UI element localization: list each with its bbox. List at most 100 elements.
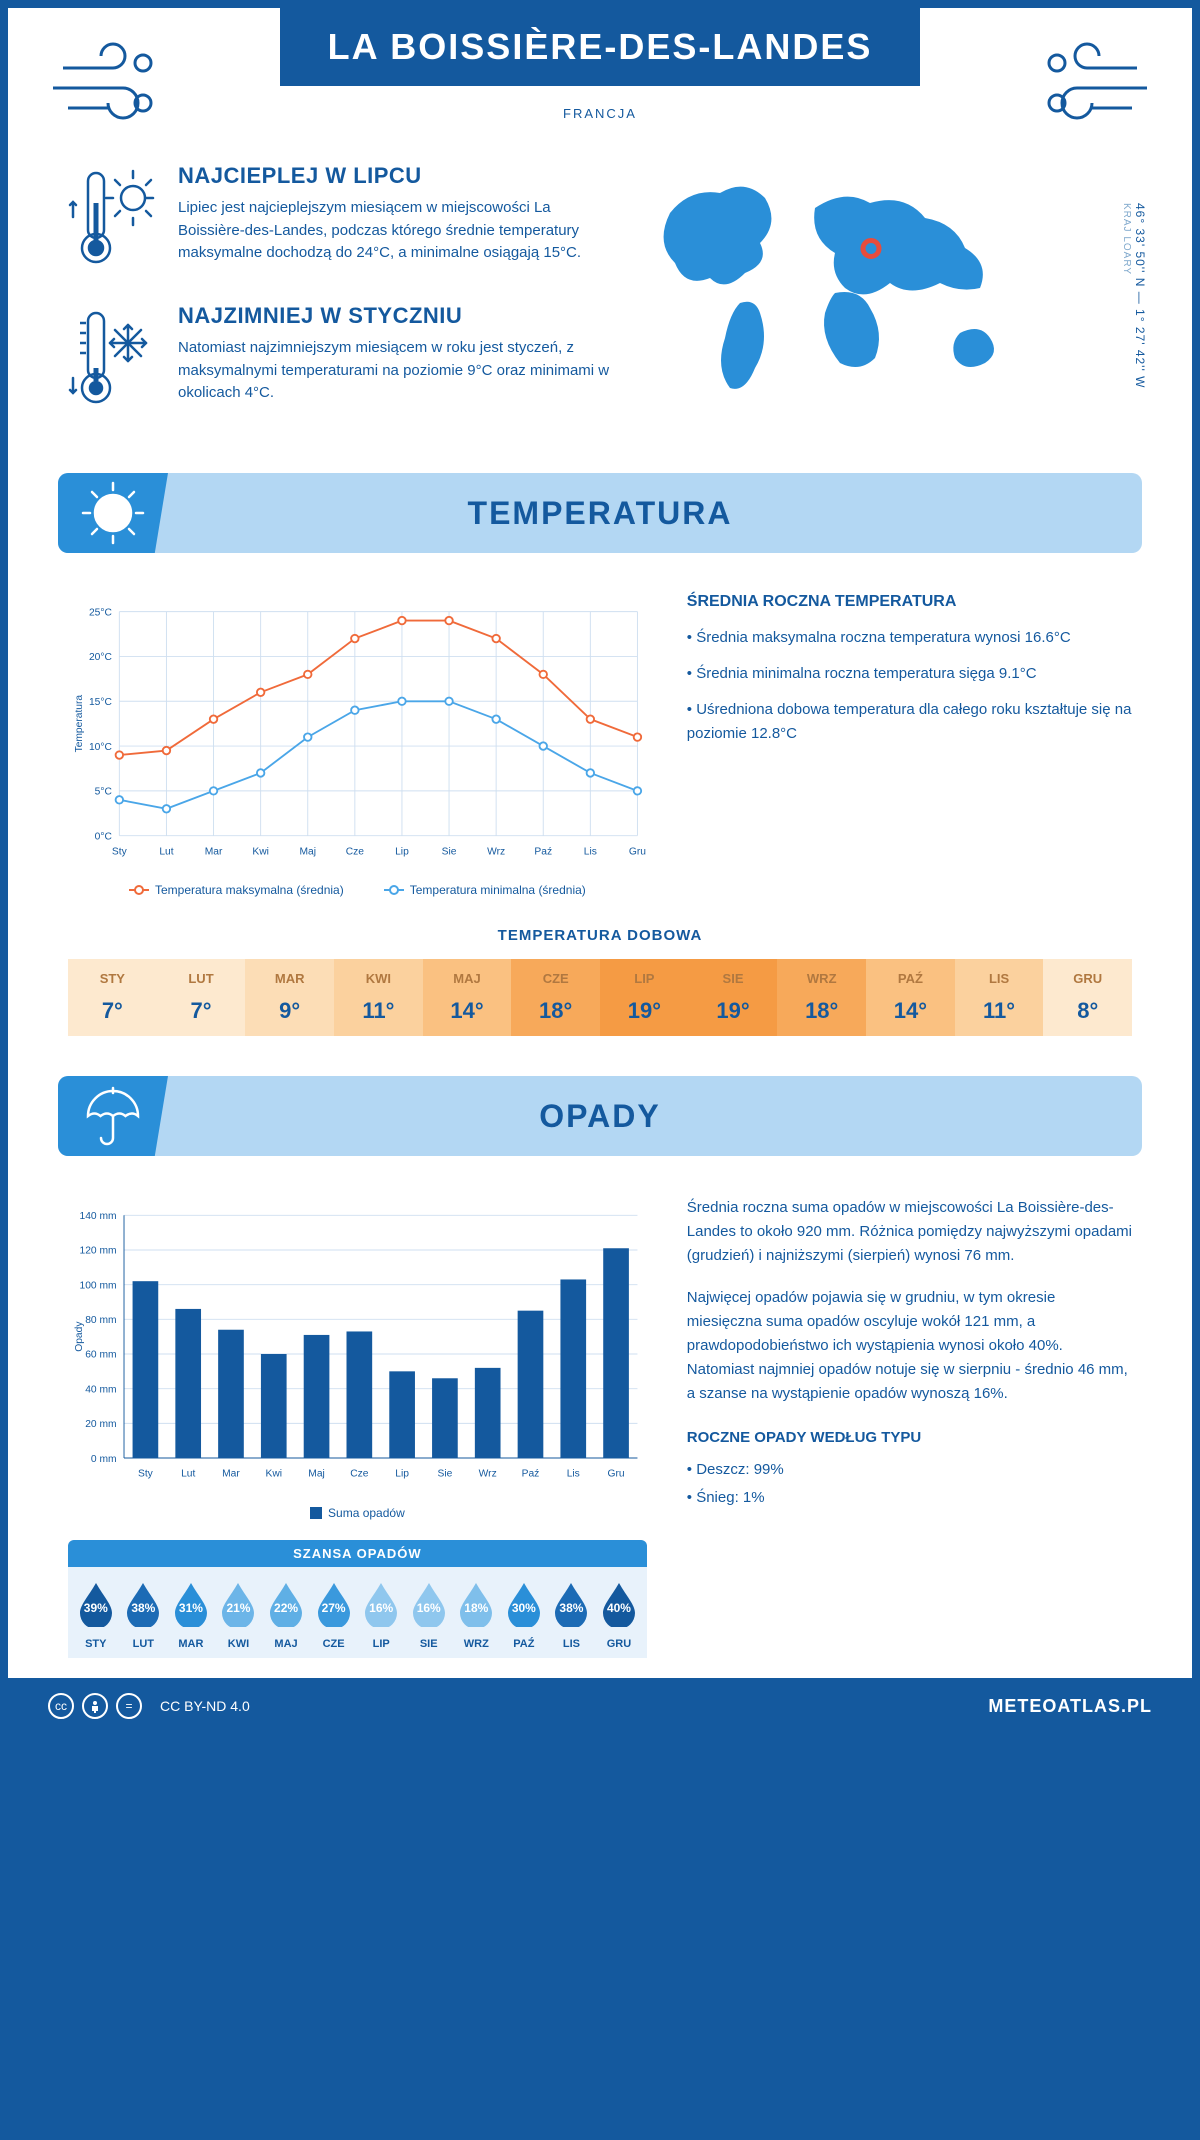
- fact-hottest-title: NAJCIEPLEJ W LIPCU: [178, 163, 610, 189]
- rain-chance-cell: 21% KWI: [215, 1579, 263, 1650]
- temp-value: 11°: [334, 998, 423, 1024]
- umbrella-icon: [58, 1076, 168, 1156]
- rain-chance-value: 18%: [464, 1601, 488, 1615]
- month-label: KWI: [215, 1638, 263, 1650]
- cc-icon: cc: [48, 1693, 74, 1719]
- temp-value: 7°: [68, 998, 157, 1024]
- month-label: SIE: [405, 1638, 453, 1650]
- rain-chance-value: 38%: [131, 1601, 155, 1615]
- world-map: [640, 163, 1132, 408]
- fact-coldest-title: NAJZIMNIEJ W STYCZNIU: [178, 303, 610, 329]
- svg-text:0°C: 0°C: [95, 831, 113, 842]
- daily-temp-cell: MAR9°: [245, 959, 334, 1036]
- fact-hottest: NAJCIEPLEJ W LIPCU Lipiec jest najcieple…: [68, 163, 610, 278]
- daily-temperature: TEMPERATURA DOBOWA STY7°LUT7°MAR9°KWI11°…: [8, 917, 1192, 1076]
- month-label: MAR: [167, 1638, 215, 1650]
- license-badges: cc = CC BY-ND 4.0: [48, 1693, 250, 1719]
- temp-bullet: • Średnia minimalna roczna temperatura s…: [687, 662, 1132, 686]
- rain-chance-value: 38%: [559, 1601, 583, 1615]
- fact-hottest-text: Lipiec jest najcieplejszym miesiącem w m…: [178, 197, 610, 265]
- rain-chance-value: 30%: [512, 1601, 536, 1615]
- precip-chart-section: 0 mm20 mm40 mm60 mm80 mm100 mm120 mm140 …: [8, 1156, 1192, 1678]
- rain-chance-value: 31%: [179, 1601, 203, 1615]
- rain-chance-cell: 39% STY: [72, 1579, 120, 1650]
- svg-text:Maj: Maj: [299, 846, 316, 857]
- fact-coldest: NAJZIMNIEJ W STYCZNIU Natomiast najzimni…: [68, 303, 610, 418]
- daily-temp-cell: KWI11°: [334, 959, 423, 1036]
- svg-text:Gru: Gru: [629, 846, 646, 857]
- month-label: STY: [68, 971, 157, 986]
- month-label: MAJ: [423, 971, 512, 986]
- rain-chance-cell: 18% WRZ: [453, 1579, 501, 1650]
- page-title: LA BOISSIÈRE-DES-LANDES: [280, 8, 920, 86]
- temp-value: 18°: [777, 998, 866, 1024]
- svg-text:Maj: Maj: [308, 1469, 325, 1480]
- coordinates: 46° 33' 50'' N — 1° 27' 42'' W KRAJ LOAR…: [1119, 203, 1147, 388]
- rain-chance: SZANSA OPADÓW 39% STY 38% LUT 31% MAR 21…: [68, 1540, 647, 1658]
- month-label: LIP: [600, 971, 689, 986]
- thermometer-sun-icon: [68, 163, 158, 278]
- rain-chance-value: 39%: [84, 1601, 108, 1615]
- month-label: LIP: [357, 1638, 405, 1650]
- month-label: PAŹ: [500, 1638, 548, 1650]
- svg-text:140 mm: 140 mm: [80, 1211, 117, 1222]
- svg-text:Sie: Sie: [442, 846, 457, 857]
- thermometer-snow-icon: [68, 303, 158, 418]
- drop-icon: 31%: [167, 1579, 215, 1632]
- month-label: MAJ: [262, 1638, 310, 1650]
- month-label: STY: [72, 1638, 120, 1650]
- rain-chance-cell: 38% LIS: [548, 1579, 596, 1650]
- location-marker: [860, 238, 882, 265]
- rain-chance-value: 40%: [607, 1601, 631, 1615]
- daily-temp-cell: CZE18°: [511, 959, 600, 1036]
- legend-min-label: Temperatura minimalna (średnia): [410, 883, 586, 897]
- region-label: KRAJ LOARY: [1121, 203, 1132, 275]
- drop-icon: 21%: [215, 1579, 263, 1632]
- drop-icon: 38%: [548, 1579, 596, 1632]
- svg-text:Paź: Paź: [534, 846, 552, 857]
- temp-value: 19°: [600, 998, 689, 1024]
- drop-icon: 16%: [405, 1579, 453, 1632]
- svg-text:Lut: Lut: [159, 846, 173, 857]
- temp-chart-legend: Temperatura maksymalna (średnia) Tempera…: [68, 883, 647, 897]
- svg-text:20 mm: 20 mm: [85, 1419, 116, 1430]
- drop-icon: 22%: [262, 1579, 310, 1632]
- daily-temp-title: TEMPERATURA DOBOWA: [68, 927, 1132, 944]
- rain-chance-title: SZANSA OPADÓW: [68, 1540, 647, 1567]
- temperature-info: ŚREDNIA ROCZNA TEMPERATURA • Średnia mak…: [687, 593, 1132, 897]
- svg-text:Lip: Lip: [395, 1469, 409, 1480]
- temp-value: 9°: [245, 998, 334, 1024]
- temp-bullet: • Średnia maksymalna roczna temperatura …: [687, 626, 1132, 650]
- footer: cc = CC BY-ND 4.0 METEOATLAS.PL: [8, 1678, 1192, 1734]
- temperature-title: TEMPERATURA: [468, 495, 733, 532]
- rain-chance-value: 16%: [417, 1601, 441, 1615]
- svg-text:40 mm: 40 mm: [85, 1384, 116, 1395]
- drop-icon: 40%: [595, 1579, 643, 1632]
- month-label: WRZ: [777, 971, 866, 986]
- rain-chance-value: 22%: [274, 1601, 298, 1615]
- svg-text:100 mm: 100 mm: [80, 1280, 117, 1291]
- drop-icon: 39%: [72, 1579, 120, 1632]
- month-label: LUT: [157, 971, 246, 986]
- daily-temp-cell: PAŹ14°: [866, 959, 955, 1036]
- temperature-line-chart: 0°C5°C10°C15°C20°C25°CStyLutMarKwiMajCze…: [68, 593, 647, 873]
- daily-temp-table: STY7°LUT7°MAR9°KWI11°MAJ14°CZE18°LIP19°S…: [68, 959, 1132, 1036]
- rain-chance-cell: 27% CZE: [310, 1579, 358, 1650]
- drop-icon: 27%: [310, 1579, 358, 1632]
- svg-text:Sie: Sie: [437, 1469, 452, 1480]
- rain-chance-value: 27%: [322, 1601, 346, 1615]
- svg-text:Kwi: Kwi: [252, 846, 269, 857]
- drop-icon: 38%: [120, 1579, 168, 1632]
- svg-text:Wrz: Wrz: [479, 1469, 497, 1480]
- month-label: WRZ: [453, 1638, 501, 1650]
- rain-chance-drops: 39% STY 38% LUT 31% MAR 21% KWI 22% MAJ …: [68, 1567, 647, 1658]
- svg-text:25°C: 25°C: [89, 607, 113, 618]
- license-text: CC BY-ND 4.0: [160, 1698, 250, 1714]
- svg-text:60 mm: 60 mm: [85, 1350, 116, 1361]
- rain-chance-cell: 31% MAR: [167, 1579, 215, 1650]
- rain-chance-cell: 30% PAŹ: [500, 1579, 548, 1650]
- temperature-section-header: TEMPERATURA: [58, 473, 1142, 553]
- title-block: LA BOISSIÈRE-DES-LANDES FRANCJA: [168, 38, 1032, 121]
- temp-value: 14°: [866, 998, 955, 1024]
- by-icon: [82, 1693, 108, 1719]
